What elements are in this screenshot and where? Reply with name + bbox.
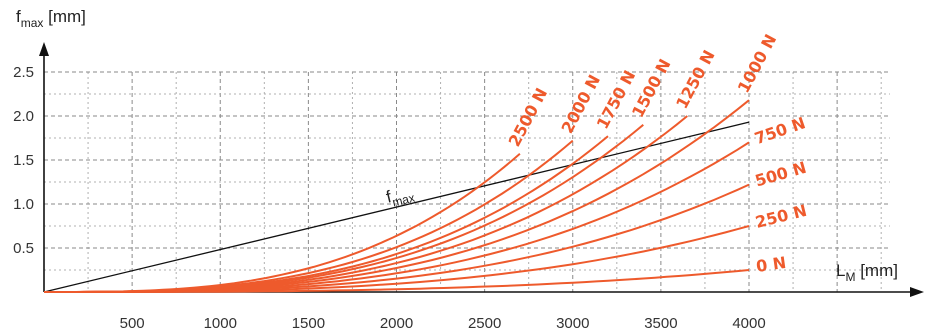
series-label: 250 N — [753, 201, 808, 232]
series-label: 500 N — [753, 158, 809, 191]
x-tick-label: 500 — [120, 315, 145, 332]
labels: 500 1000 1500 2000 2500 3000 3500 4000 0.5 1.0 1.5… — [13, 7, 898, 332]
x-tick-label: 3500 — [644, 315, 677, 332]
y-tick-label: 1.0 — [13, 196, 34, 213]
y-tick-label: 0.5 — [13, 240, 34, 257]
series-label: 2000 N — [558, 72, 605, 137]
x-axis-arrow — [910, 287, 924, 297]
series-label: 1000 N — [734, 31, 781, 96]
x-axis-title: LM [mm] — [836, 261, 898, 284]
series-label: 2500 N — [505, 85, 552, 150]
y-axis-arrow — [39, 42, 49, 56]
series-label: 1750 N — [593, 67, 640, 132]
series-label: 0 N — [755, 253, 787, 276]
reference-line-fmax — [43, 121, 750, 293]
series-group — [44, 99, 750, 293]
x-tick-label: 3000 — [556, 315, 589, 332]
series-label: 750 N — [752, 113, 808, 148]
x-tick-label: 2500 — [468, 315, 501, 332]
y-tick-label: 2.0 — [13, 108, 34, 125]
reference-line-group — [43, 121, 750, 293]
y-tick-label: 1.5 — [13, 152, 34, 169]
x-tick-label: 4000 — [732, 315, 765, 332]
y-axis-title: fmax [mm] — [16, 7, 86, 30]
x-tick-label: 2000 — [380, 315, 413, 332]
y-tick-label: 2.5 — [13, 64, 34, 81]
series-label: 1250 N — [672, 47, 719, 112]
x-tick-label: 1000 — [204, 315, 237, 332]
series-curve — [44, 153, 521, 293]
x-tick-label: 1500 — [292, 315, 325, 332]
grid — [44, 71, 890, 292]
series-label: 1500 N — [628, 56, 675, 121]
reference-line-label: fmax — [384, 182, 416, 211]
